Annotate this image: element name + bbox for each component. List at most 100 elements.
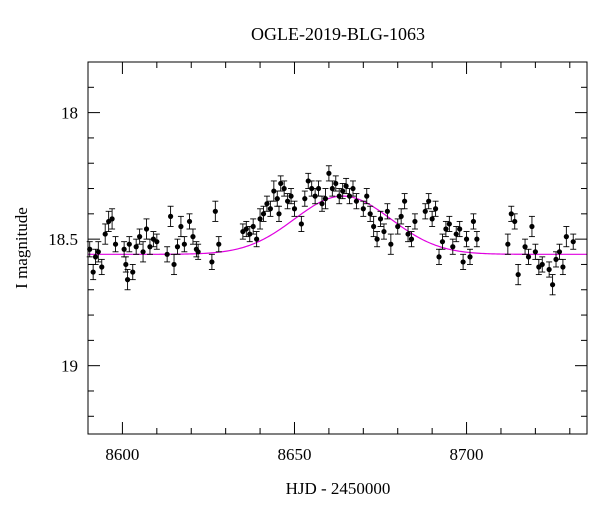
data-marker	[143, 226, 150, 232]
data-point	[460, 253, 467, 270]
data-marker	[329, 185, 335, 192]
y-tick-label: 18.5	[48, 230, 78, 249]
data-point	[186, 213, 193, 230]
data-marker	[90, 269, 96, 275]
data-marker	[243, 226, 249, 232]
data-point	[133, 238, 140, 255]
data-point	[215, 236, 222, 253]
data-point	[174, 238, 181, 255]
data-marker	[121, 246, 127, 252]
data-marker	[570, 239, 576, 245]
data-point	[288, 188, 295, 205]
data-point	[171, 253, 178, 276]
data-marker	[190, 234, 196, 240]
data-point	[470, 213, 477, 230]
data-point	[546, 261, 553, 278]
data-point	[124, 269, 131, 291]
data-point	[425, 193, 432, 210]
model-curve-layer	[88, 195, 587, 255]
data-marker	[212, 208, 218, 214]
data-marker	[467, 254, 473, 260]
data-point	[325, 165, 332, 182]
data-marker	[291, 206, 298, 212]
data-point	[291, 200, 298, 217]
x-tick-label: 8700	[450, 445, 484, 464]
data-marker	[336, 193, 342, 199]
data-point	[195, 243, 202, 260]
x-tick-label: 8600	[105, 445, 139, 464]
data-marker	[436, 254, 442, 260]
data-point	[90, 263, 97, 281]
data-point	[553, 251, 560, 268]
data-point	[559, 258, 566, 276]
data-marker	[560, 264, 566, 270]
data-point	[277, 175, 284, 192]
data-marker	[398, 213, 404, 219]
data-point	[380, 223, 387, 240]
data-point	[511, 213, 518, 230]
data-point	[411, 213, 418, 230]
data-point	[263, 195, 270, 212]
data-marker	[381, 228, 387, 235]
data-marker	[377, 216, 384, 222]
data-point	[274, 190, 281, 207]
data-point	[442, 220, 449, 238]
data-marker	[450, 244, 456, 250]
data-marker	[395, 223, 401, 230]
data-marker	[508, 211, 514, 217]
data-marker	[174, 244, 181, 250]
data-point	[549, 274, 556, 296]
data-marker	[432, 206, 439, 212]
data-point	[463, 231, 470, 248]
data-point	[105, 210, 112, 233]
data-point	[343, 177, 350, 195]
data-marker	[446, 221, 452, 227]
data-marker	[95, 249, 101, 255]
data-marker	[281, 185, 287, 192]
data-marker	[137, 234, 143, 240]
x-axis-label: HJD - 2450000	[286, 479, 391, 498]
data-point	[126, 236, 133, 253]
data-point	[387, 233, 394, 255]
data-point	[556, 243, 563, 260]
data-marker	[271, 188, 277, 194]
data-point	[143, 218, 150, 240]
data-point	[401, 193, 408, 210]
data-marker	[470, 218, 477, 225]
y-axis-label: I magnitude	[12, 207, 31, 289]
data-point	[446, 215, 453, 233]
data-marker	[364, 193, 370, 199]
data-point	[102, 223, 109, 245]
data-point	[167, 205, 174, 227]
data-marker	[460, 259, 466, 265]
data-point	[436, 248, 443, 265]
data-point	[281, 180, 288, 197]
data-marker	[260, 211, 267, 217]
data-marker	[109, 216, 115, 222]
data-marker	[126, 241, 132, 247]
data-marker	[384, 208, 390, 214]
data-marker	[124, 277, 131, 283]
data-marker	[546, 266, 552, 273]
data-marker	[322, 196, 329, 202]
chart-title: OGLE-2019-BLG-1063	[251, 24, 425, 44]
data-point	[504, 233, 511, 255]
data-marker	[515, 271, 521, 278]
data-marker	[102, 231, 108, 237]
data-point	[153, 233, 160, 250]
data-marker	[154, 239, 160, 245]
data-point	[260, 205, 267, 222]
data-point	[243, 220, 250, 238]
data-point	[363, 188, 370, 205]
data-marker	[388, 241, 394, 247]
data-marker	[312, 193, 318, 199]
data-marker	[525, 254, 532, 260]
data-point	[298, 215, 305, 233]
data-point	[449, 238, 456, 255]
data-point	[339, 183, 346, 200]
data-point	[136, 228, 143, 245]
data-marker	[522, 244, 528, 250]
data-marker	[402, 198, 408, 204]
data-point	[422, 203, 429, 220]
y-tick-label: 19	[61, 357, 78, 376]
